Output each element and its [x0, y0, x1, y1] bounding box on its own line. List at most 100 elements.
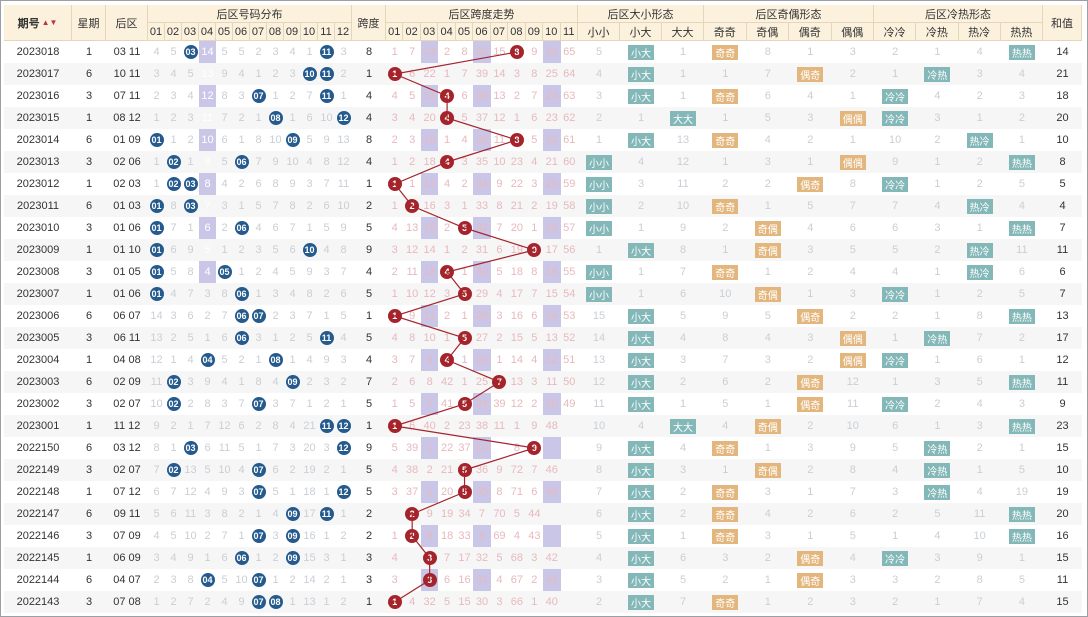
span-miss-cell: 18: [510, 266, 524, 278]
size-pill: 小大: [628, 528, 654, 544]
sub-header-oddeven-1: 奇偶: [746, 23, 789, 41]
span-cell: 2: [365, 530, 373, 542]
number-ball-cell: 03: [182, 195, 199, 217]
hc-pill-cell: 热热: [1001, 151, 1043, 173]
hc-miss-cell: 4: [976, 398, 983, 410]
oe-pill-cell: 偶奇: [789, 569, 832, 591]
span-miss-cell: 60: [563, 156, 576, 168]
size-pill-cell: 小小: [578, 173, 620, 195]
size-miss-cell: 1: [679, 68, 687, 80]
number-miss-cell: 4: [255, 222, 262, 234]
number-ball-cell: 01: [148, 283, 165, 305]
oe-miss-cell: 2: [807, 134, 814, 146]
size-miss-cell: 7: [595, 486, 603, 498]
number-miss-cell: 8: [272, 420, 279, 432]
span-miss-cell: 1: [391, 200, 398, 212]
sum-cell: 11: [1056, 376, 1069, 388]
hc-pill-cell: 热热: [1001, 503, 1043, 525]
sort-icon[interactable]: ▲▼: [41, 18, 58, 27]
number-miss-cell: 5: [323, 222, 330, 234]
number-miss-cell: 6: [255, 178, 262, 190]
sum-cell: 15: [1056, 442, 1069, 454]
span-ball-cell: 1: [386, 173, 403, 195]
oe-miss-cell: 2: [807, 266, 814, 278]
span-miss-cell: 30: [475, 266, 489, 278]
number-ball-cell: 11: [318, 327, 335, 349]
number-ball-cell: 08: [267, 107, 284, 129]
span-cell: 1: [365, 420, 373, 432]
weekday-cell: 1: [85, 354, 93, 366]
span-cell: 1: [365, 178, 373, 190]
table-row: [4, 239, 1082, 261]
number-miss-cell: 19: [303, 464, 316, 476]
span-miss-cell: [561, 481, 578, 503]
hc-miss-cell: 8: [976, 574, 983, 586]
period-header-sort[interactable]: 期号 ▲▼: [4, 5, 72, 41]
size-miss-cell: 12: [676, 156, 690, 168]
number-miss-cell: 3: [221, 200, 228, 212]
back-zone-cell: 07 12: [113, 486, 141, 498]
size-pill: 小大: [628, 308, 654, 324]
hc-pill: 冷冷: [882, 396, 909, 412]
size-pill: 小大: [628, 550, 654, 566]
sub-header-numbers-5: 06: [233, 23, 250, 41]
hc-miss-cell: 5: [934, 508, 941, 520]
number-ball: 09: [285, 133, 300, 147]
hc-miss-cell: 5: [976, 376, 983, 388]
sub-header-numbers-10: 11: [318, 23, 335, 41]
number-miss-cell: 6: [204, 222, 211, 234]
span-miss-cell: 37: [458, 442, 471, 454]
span-cell: 9: [365, 442, 373, 454]
hc-miss-cell: 4: [976, 46, 983, 58]
size-pill-cell: 小大: [620, 41, 662, 63]
hc-miss-cell: 5: [1018, 288, 1025, 300]
number-ball: 12: [336, 441, 351, 455]
size-pill: 小大: [628, 572, 654, 588]
span-miss-cell: 51: [563, 354, 576, 366]
span-miss-cell: 42: [440, 376, 454, 388]
size-pill: 小大: [628, 396, 654, 412]
oe-miss-cell: 4: [764, 332, 771, 344]
hc-miss-cell: 3: [934, 552, 941, 564]
number-miss-cell: 6: [272, 222, 279, 234]
number-miss-cell: 4: [306, 354, 313, 366]
span-miss-cell: 9: [409, 310, 416, 322]
number-miss-cell: 11: [201, 112, 214, 124]
size-miss-cell: 1: [679, 398, 687, 410]
oe-miss-cell: 1: [807, 156, 814, 168]
span-ball: 5: [457, 287, 472, 301]
oe-miss-cell: 1: [807, 288, 814, 300]
span-ball: 4: [440, 265, 455, 279]
span-miss-cell: 9: [531, 46, 538, 58]
span-miss-cell: 26: [475, 354, 489, 366]
weekday-cell: 6: [85, 574, 93, 586]
hc-pill: 冷冷: [882, 352, 909, 368]
span-miss-cell: 19: [440, 508, 454, 520]
span-miss-cell: 6: [531, 112, 538, 124]
span-ball-cell: 5: [456, 393, 473, 415]
number-miss-cell: 8: [306, 288, 313, 300]
number-miss-cell: 2: [204, 310, 211, 322]
span-miss-cell: 16: [423, 200, 436, 212]
span-miss-cell: 22: [423, 68, 436, 80]
hc-miss-cell: 2: [976, 90, 983, 102]
span-miss-cell: 71: [510, 486, 524, 498]
span-cell: 8: [365, 134, 373, 146]
back-zone-cell: 02 06: [113, 156, 141, 168]
size-miss-cell: 4: [679, 442, 687, 454]
size-miss-cell: 4: [595, 68, 603, 80]
span-miss-cell: [561, 569, 578, 591]
hc-pill-cell: 冷热: [916, 437, 958, 459]
number-ball: 01: [149, 243, 164, 257]
period-cell: 2023001: [16, 420, 60, 432]
span-miss-cell: 14: [423, 244, 436, 256]
sum-cell: 19: [1056, 486, 1069, 498]
hc-miss-cell: 3: [1018, 90, 1025, 102]
number-ball-cell: 07: [250, 459, 267, 481]
number-miss-cell: 10: [150, 398, 163, 410]
hc-miss-cell: 4: [934, 200, 941, 212]
number-miss-cell: 3: [323, 266, 330, 278]
number-ball-cell: 12: [335, 481, 352, 503]
sum-cell: 20: [1056, 508, 1069, 520]
span-miss-cell: 59: [563, 178, 576, 190]
